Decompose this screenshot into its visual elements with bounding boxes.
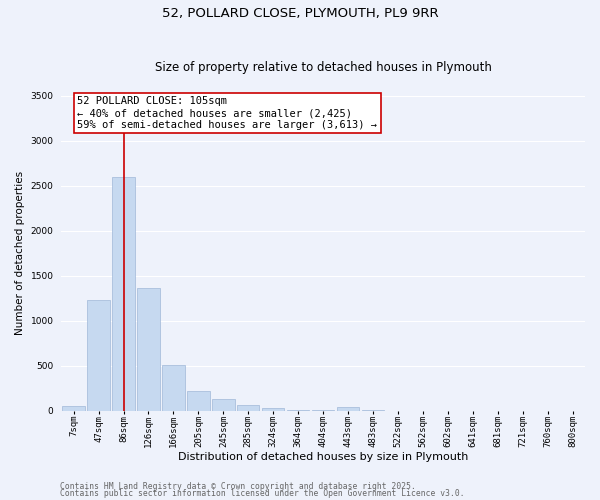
- Bar: [88, 300, 110, 410]
- Text: 52, POLLARD CLOSE, PLYMOUTH, PL9 9RR: 52, POLLARD CLOSE, PLYMOUTH, PL9 9RR: [161, 8, 439, 20]
- Text: 52 POLLARD CLOSE: 105sqm
← 40% of detached houses are smaller (2,425)
59% of sem: 52 POLLARD CLOSE: 105sqm ← 40% of detach…: [77, 96, 377, 130]
- Bar: [137, 288, 160, 410]
- Y-axis label: Number of detached properties: Number of detached properties: [15, 171, 25, 335]
- X-axis label: Distribution of detached houses by size in Plymouth: Distribution of detached houses by size …: [178, 452, 468, 462]
- Bar: [237, 405, 259, 410]
- Text: Contains public sector information licensed under the Open Government Licence v3: Contains public sector information licen…: [60, 489, 464, 498]
- Bar: [212, 399, 235, 410]
- Bar: [337, 408, 359, 410]
- Bar: [262, 408, 284, 410]
- Title: Size of property relative to detached houses in Plymouth: Size of property relative to detached ho…: [155, 60, 491, 74]
- Bar: [62, 406, 85, 410]
- Text: Contains HM Land Registry data © Crown copyright and database right 2025.: Contains HM Land Registry data © Crown c…: [60, 482, 416, 491]
- Bar: [162, 364, 185, 410]
- Bar: [112, 178, 135, 410]
- Bar: [187, 390, 209, 410]
